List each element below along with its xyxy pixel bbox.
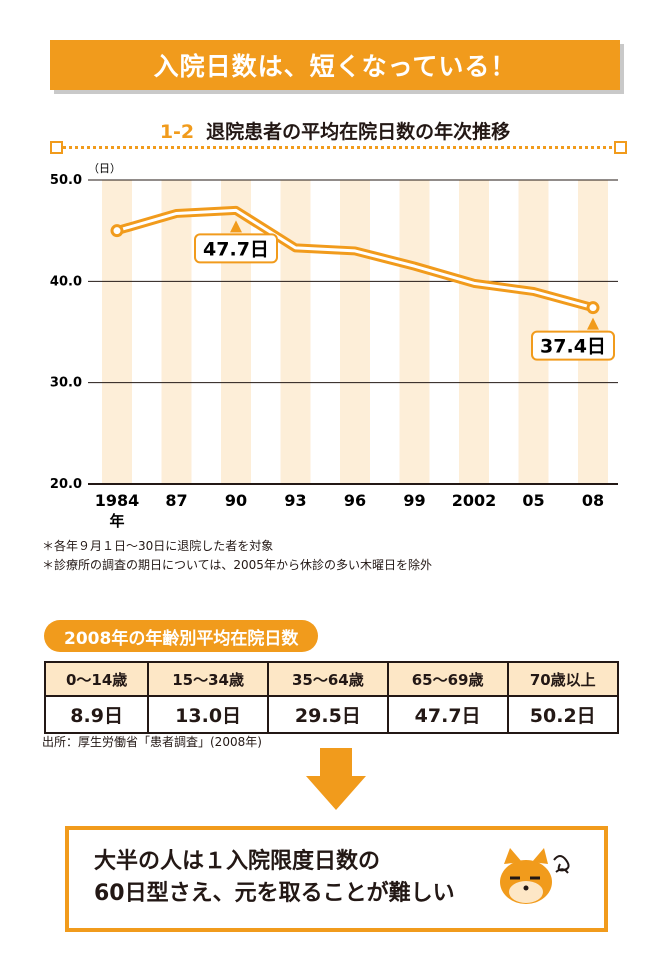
callout-box	[531, 330, 615, 361]
age-header-cell: 70歳以上	[506, 661, 619, 697]
source-note: 出所：厚生労働省「患者調査」(2008年)	[42, 735, 262, 749]
conclusion-box: 大半の人は１入院限度日数の 60日型さえ、元を取ることが難しい	[65, 826, 608, 932]
chart-title-text: 退院患者の平均在院日数の年次推移	[206, 121, 511, 143]
fox-mascot-icon	[500, 848, 570, 904]
x-axis-ticks: 1984 87 90 93 96 99 2002 05 08 年	[95, 491, 604, 530]
age-table: 0〜14歳 15〜34歳 35〜64歳 65〜69歳 70歳以上 8.9日 13…	[43, 661, 619, 734]
chart-stripe	[399, 180, 430, 484]
chart-stripe	[161, 180, 192, 484]
chart-gridlines	[88, 179, 618, 485]
age-header-cell: 0〜14歳	[43, 661, 150, 697]
series-line-inner	[115, 208, 595, 310]
age-value-cell: 29.5日	[267, 695, 389, 734]
y-unit-label: （日）	[88, 162, 121, 175]
x-tick-label: 96	[344, 491, 366, 510]
y-axis-ticks: 50.0 40.0 30.0 20.0	[50, 173, 82, 492]
y-tick-label: 30.0	[50, 376, 82, 391]
chart-stripes	[102, 180, 608, 484]
age-value-cell: 8.9日	[43, 695, 150, 734]
age-table-title: 2008年の年齢別平均在院日数	[44, 620, 319, 652]
age-header-cell: 35〜64歳	[267, 661, 389, 697]
y-tick-label: 20.0	[50, 477, 82, 492]
y-tick-label: 40.0	[50, 274, 82, 289]
title-banner: 入院日数は、短くなっている！	[50, 40, 620, 90]
conclusion-line-1: 大半の人は１入院限度日数の	[94, 849, 381, 874]
age-table-title-text: 2008年の年齢別平均在院日数	[64, 628, 299, 649]
rule-end-right	[614, 141, 627, 154]
chart-stripe	[340, 180, 370, 484]
chart-series	[110, 205, 600, 315]
banner-text: 入院日数は、短くなっている！	[153, 52, 517, 81]
callout-pointer	[230, 220, 242, 233]
callout-box	[194, 233, 278, 264]
down-arrow-icon	[306, 748, 366, 810]
age-header-cell: 65〜69歳	[386, 661, 509, 697]
series-endpoint	[110, 224, 124, 238]
x-tick-label: 93	[284, 491, 306, 510]
chart-notes: ＊各年９月１日〜30日に退院した者を対象 ＊診療所の調査の期日については、200…	[42, 537, 432, 575]
table-header-row: 0〜14歳 15〜34歳 35〜64歳 65〜69歳 70歳以上	[43, 661, 619, 697]
chart-title: 1-2 退院患者の平均在院日数の年次推移	[0, 117, 670, 144]
age-header-cell: 15〜34歳	[147, 661, 269, 697]
line-chart: （日） 50.0 40.0 30.0 20.0 1984 87 90 93 96 99 2002 0…	[50, 162, 618, 530]
callout-label: 47.7日	[203, 238, 269, 260]
title-dotted-rule	[58, 146, 618, 149]
chart-stripe	[459, 180, 489, 484]
x-tick-label: 90	[225, 491, 247, 510]
x-tick-label: 1984	[95, 491, 140, 510]
x-tick-label: 2002	[452, 491, 497, 510]
x-tick-label: 87	[165, 491, 187, 510]
callout-label: 37.4日	[540, 336, 606, 358]
table-row: 8.9日 13.0日 29.5日 47.7日 50.2日	[43, 695, 619, 734]
chart-stripe	[280, 180, 311, 484]
x-tick-label: 08	[582, 491, 604, 510]
series-endpoint	[586, 301, 600, 315]
chart-callouts: 47.7日 37.4日	[194, 220, 615, 361]
age-value-cell: 13.0日	[147, 695, 269, 734]
note-2: ＊診療所の調査の期日については、2005年から休診の多い木曜日を除外	[42, 558, 432, 572]
y-tick-label: 50.0	[50, 173, 82, 188]
age-value-cell: 47.7日	[386, 695, 509, 734]
x-tick-suffix: 年	[109, 512, 124, 530]
note-1: ＊各年９月１日〜30日に退院した者を対象	[42, 539, 274, 553]
chart-number: 1-2	[159, 121, 195, 143]
x-tick-label: 05	[522, 491, 544, 510]
callout-pointer	[587, 317, 599, 330]
age-value-cell: 50.2日	[506, 695, 619, 734]
x-tick-label: 99	[403, 491, 425, 510]
conclusion-line-2: 60日型さえ、元を取ることが難しい	[94, 881, 455, 906]
rule-end-left	[50, 141, 63, 154]
